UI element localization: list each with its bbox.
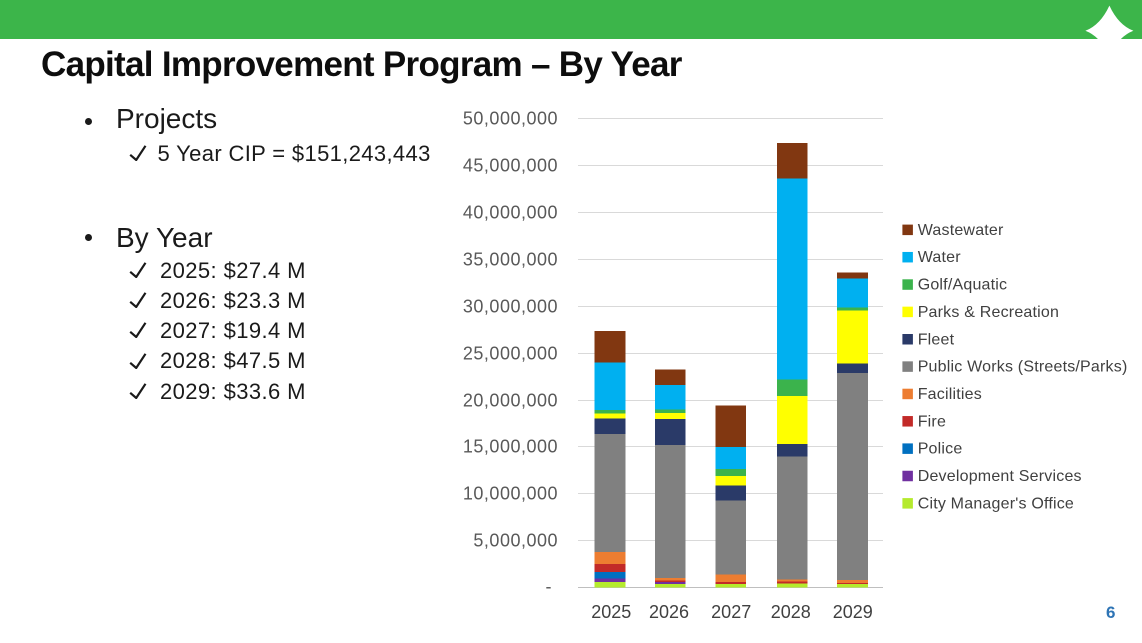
svg-text:15,000,000: 15,000,000 (463, 437, 558, 457)
svg-text:35,000,000: 35,000,000 (463, 250, 558, 270)
svg-text:2027: 2027 (711, 602, 751, 622)
svg-text:Development Services: Development Services (918, 468, 1082, 485)
svg-text:30,000,000: 30,000,000 (463, 297, 558, 317)
svg-text:2028: 2028 (771, 602, 811, 622)
svg-text:40,000,000: 40,000,000 (463, 203, 558, 223)
svg-text:20,000,000: 20,000,000 (463, 391, 558, 411)
svg-text:45,000,000: 45,000,000 (463, 156, 558, 176)
svg-text:-: - (546, 577, 553, 597)
svg-text:10,000,000: 10,000,000 (463, 484, 558, 504)
svg-text:5,000,000: 5,000,000 (473, 531, 558, 551)
svg-text:2029: 2029 (833, 602, 873, 622)
svg-text:Parks & Recreation: Parks & Recreation (918, 304, 1059, 321)
svg-text:Police: Police (918, 441, 963, 458)
svg-text:50,000,000: 50,000,000 (463, 109, 558, 129)
svg-text:Wastewater: Wastewater (918, 222, 1004, 239)
svg-text:Public Works (Streets/Parks): Public Works (Streets/Parks) (918, 359, 1128, 376)
svg-text:2025: 2025 (591, 602, 631, 622)
svg-text:2026: 2026 (649, 602, 689, 622)
svg-text:25,000,000: 25,000,000 (463, 344, 558, 364)
svg-text:Golf/Aquatic: Golf/Aquatic (918, 277, 1008, 294)
svg-text:Fire: Fire (918, 413, 946, 430)
svg-text:Facilities: Facilities (918, 386, 982, 403)
svg-text:Water: Water (918, 249, 962, 266)
svg-text:Fleet: Fleet (918, 331, 955, 348)
svg-text:City Manager's Office: City Manager's Office (918, 495, 1074, 512)
